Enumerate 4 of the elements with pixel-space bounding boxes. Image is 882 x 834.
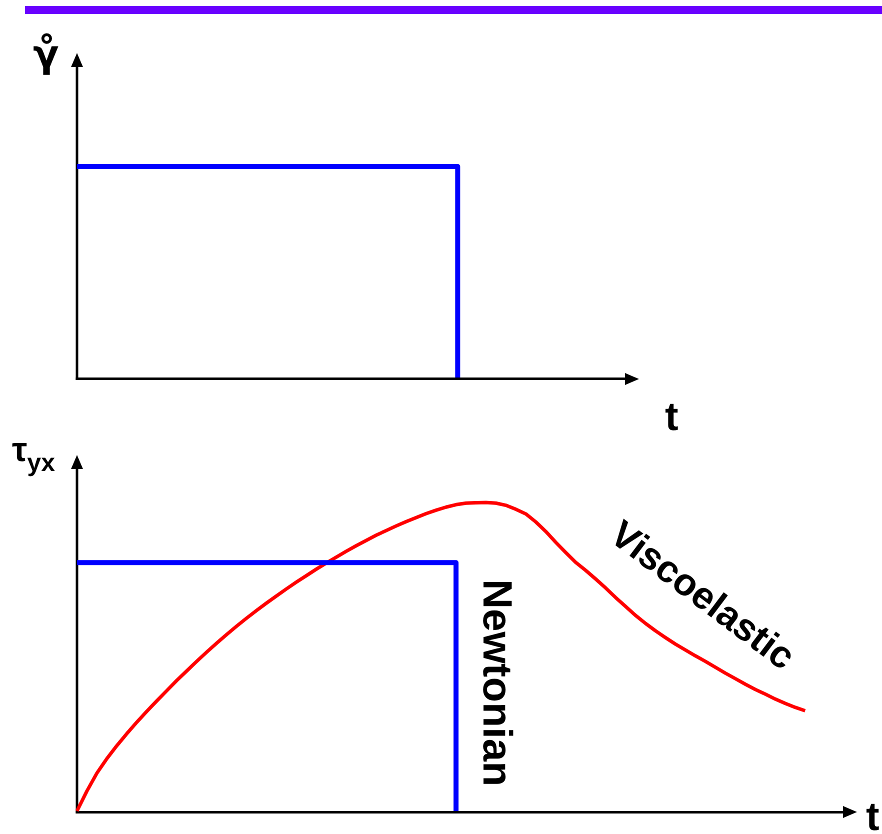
y-axis-title: γ̊	[33, 32, 60, 76]
x-axis-title: t	[665, 395, 678, 439]
x-axis-title: t	[866, 795, 880, 834]
text: Newtonian	[474, 579, 521, 786]
